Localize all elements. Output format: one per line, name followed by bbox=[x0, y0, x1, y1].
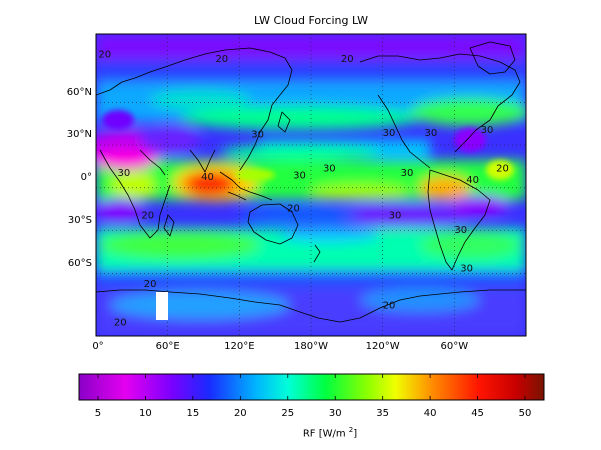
colorbar-tick-label: 20 bbox=[233, 408, 247, 419]
contour-label: 30 bbox=[460, 263, 473, 274]
contour-label: 20 bbox=[287, 204, 300, 215]
contour-label: 20 bbox=[215, 54, 228, 65]
contour-label: 20 bbox=[141, 211, 154, 222]
contour-label: 30 bbox=[424, 128, 437, 139]
colorbar bbox=[78, 373, 545, 401]
colorbar-tick-label: 50 bbox=[518, 408, 532, 419]
contour-label: 30 bbox=[383, 128, 396, 139]
longitude-label: 60°W bbox=[440, 341, 469, 352]
longitude-label: 120°E bbox=[224, 341, 255, 352]
contour-label: 20 bbox=[114, 318, 127, 329]
latitude-label: 60°S bbox=[67, 257, 92, 269]
latitude-label: 30°S bbox=[67, 214, 92, 226]
contour-label: 20 bbox=[98, 50, 111, 61]
contour-label: 20 bbox=[341, 54, 354, 65]
contour-label: 20 bbox=[496, 164, 509, 175]
map-title: LW Cloud Forcing LW bbox=[254, 14, 368, 27]
colorbar-tick-label: 5 bbox=[94, 408, 102, 419]
contour-label: 40 bbox=[201, 172, 214, 183]
colorbar-tick-label: 30 bbox=[328, 408, 342, 419]
missing-data-patch bbox=[156, 292, 168, 320]
colorbar-tick-label: 40 bbox=[423, 408, 437, 419]
colorbar-label: RF [W/m 2] bbox=[302, 426, 358, 440]
colorbar-ticks bbox=[97, 374, 526, 400]
contour-label: 30 bbox=[454, 225, 467, 236]
contour-label: 30 bbox=[118, 168, 131, 179]
contour-label: 30 bbox=[251, 129, 264, 140]
contour-label: 20 bbox=[383, 300, 396, 311]
cloud-forcing-field bbox=[96, 34, 526, 336]
latitude-label: 60°N bbox=[66, 86, 92, 98]
coastlines bbox=[96, 41, 526, 323]
contour-label: 40 bbox=[466, 175, 479, 186]
colorbar-tick-label: 15 bbox=[186, 408, 200, 419]
map-frame bbox=[95, 33, 527, 337]
latitude-label: 0° bbox=[80, 172, 92, 183]
colorbar-tick-label: 25 bbox=[281, 408, 295, 419]
longitude-label: 120°W bbox=[365, 341, 400, 352]
colorbar-tick-label: 10 bbox=[139, 408, 152, 419]
longitude-label: 0° bbox=[92, 341, 104, 352]
contour-label: 30 bbox=[323, 164, 336, 175]
contour-label: 30 bbox=[401, 168, 414, 179]
latitude-label: 30°N bbox=[66, 129, 92, 141]
contour-label: 20 bbox=[144, 279, 157, 290]
colorbar-tick-label: 35 bbox=[376, 408, 390, 419]
contour-label: 30 bbox=[389, 211, 402, 222]
contour-labels: 20 20 20 30 30 30 30 30 40 30 30 30 40 20 20 30 30 20 30 20… bbox=[98, 50, 508, 329]
colorbar-tick-label: 45 bbox=[471, 408, 484, 419]
longitude-label: 60°E bbox=[155, 341, 180, 352]
contour-label: 30 bbox=[293, 171, 306, 182]
contour-label: 30 bbox=[481, 125, 494, 136]
longitude-label: 180°W bbox=[294, 341, 328, 352]
